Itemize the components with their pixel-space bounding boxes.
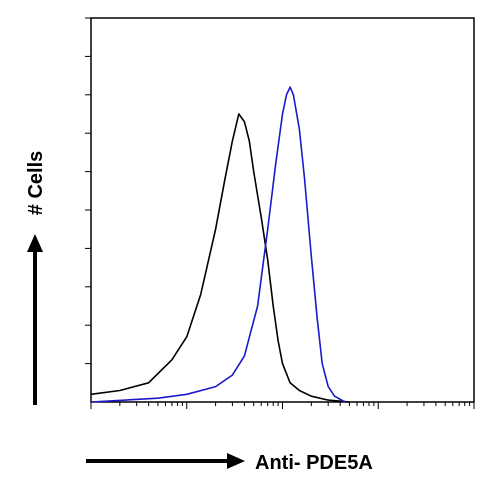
x-axis-arrow [86,453,245,469]
plot-frame [90,17,475,403]
series-line-2 [90,86,346,403]
y-axis-label: # Cells [25,151,47,215]
y-axis-ticks [85,17,91,365]
series-line-1 [90,113,350,403]
x-axis-ticks [90,402,475,409]
series-layer [90,86,350,403]
x-axis-label: Anti- PDE5A [255,452,373,474]
y-axis-arrow [27,234,43,405]
